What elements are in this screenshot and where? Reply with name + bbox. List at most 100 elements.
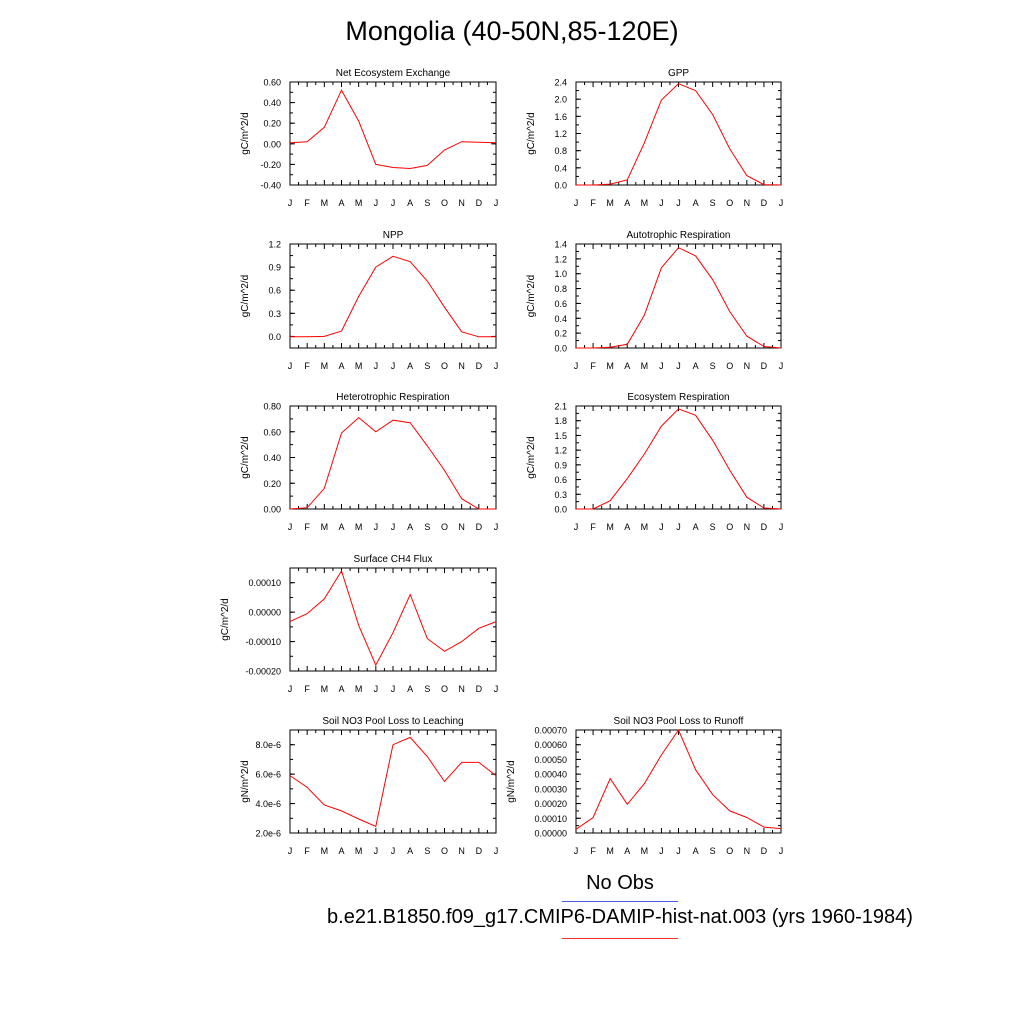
x-tick-label: S (710, 846, 716, 856)
y-tick-label: -0.40 (260, 181, 281, 191)
y-tick-label: 0.8 (554, 284, 567, 294)
x-tick-label: F (590, 361, 596, 371)
x-tick-label: J (494, 361, 499, 371)
x-tick-label: S (424, 684, 430, 694)
x-tick-label: J (374, 846, 379, 856)
x-tick-label: O (441, 198, 448, 208)
y-tick-label: 4.0e-6 (255, 799, 281, 809)
x-tick-label: A (624, 846, 630, 856)
legend-obs-label: No Obs (586, 872, 654, 894)
x-tick-label: J (676, 522, 681, 532)
panel-title: Soil NO3 Pool Loss to Leaching (322, 716, 463, 727)
x-tick-label: J (494, 198, 499, 208)
x-tick-label: A (407, 684, 413, 694)
y-tick-label: 0.4 (554, 314, 567, 324)
x-tick-label: M (321, 198, 329, 208)
y-tick-label: 0.00030 (534, 784, 567, 794)
series-line (575, 728, 782, 830)
x-tick-label: M (321, 846, 329, 856)
y-axis-label: gC/m^2/d (526, 275, 537, 318)
x-tick-label: J (659, 361, 664, 371)
x-tick-label: F (304, 361, 310, 371)
x-tick-label: S (424, 198, 430, 208)
y-tick-label: 1.2 (554, 446, 567, 456)
x-tick-label: J (288, 684, 293, 694)
x-tick-label: M (606, 198, 614, 208)
panel-title: Ecosystem Respiration (627, 392, 729, 403)
x-tick-label: A (407, 522, 413, 532)
x-tick-label: D (476, 846, 483, 856)
y-axis-label: gN/m^2/d (240, 760, 251, 803)
series-line (289, 416, 496, 510)
x-tick-label: M (321, 684, 329, 694)
x-tick-label: J (391, 361, 396, 371)
y-tick-label: 0.00000 (248, 608, 281, 618)
y-tick-label: 0.00060 (534, 740, 567, 750)
y-tick-label: 1.4 (554, 240, 567, 250)
x-tick-label: A (693, 522, 699, 532)
panel-frame (575, 729, 782, 834)
y-tick-label: 1.2 (268, 240, 281, 250)
x-tick-label: J (779, 361, 784, 371)
x-tick-label: A (338, 361, 344, 371)
x-tick-label: A (624, 361, 630, 371)
panel-title: Soil NO3 Pool Loss to Runoff (614, 716, 744, 727)
y-axis-label: gC/m^2/d (526, 436, 537, 479)
x-tick-label: O (441, 522, 448, 532)
x-tick-label: O (726, 846, 733, 856)
figure-title: Mongolia (40-50N,85-120E) (345, 16, 679, 46)
x-tick-label: A (407, 198, 413, 208)
y-tick-label: 0.00050 (534, 755, 567, 765)
y-tick-label: 0.20 (263, 119, 281, 129)
y-tick-label: 1.6 (554, 112, 567, 122)
x-tick-label: J (288, 198, 293, 208)
y-tick-label: -0.00010 (245, 637, 281, 647)
x-tick-label: S (710, 198, 716, 208)
x-tick-label: A (693, 361, 699, 371)
x-tick-label: J (574, 846, 579, 856)
x-tick-label: D (476, 198, 483, 208)
x-tick-label: M (355, 522, 363, 532)
series-line (290, 255, 496, 338)
x-tick-label: S (424, 522, 430, 532)
series-line (289, 736, 497, 828)
y-tick-label: 2.4 (554, 78, 567, 88)
y-tick-label: 0.40 (263, 98, 281, 108)
x-tick-label: J (659, 198, 664, 208)
x-tick-label: J (391, 198, 396, 208)
y-tick-label: 0.8 (554, 146, 567, 156)
x-tick-label: M (606, 522, 614, 532)
x-tick-label: D (476, 522, 483, 532)
x-tick-label: D (476, 684, 483, 694)
y-tick-label: 0.60 (263, 427, 281, 437)
y-tick-label: 0.6 (554, 299, 567, 309)
y-tick-label: 0.00070 (534, 726, 567, 736)
y-tick-label: 0.00 (263, 139, 281, 149)
y-tick-label: 0.00010 (248, 578, 281, 588)
panel-frame (289, 81, 497, 186)
y-axis-label: gC/m^2/d (240, 112, 251, 155)
x-tick-label: J (288, 361, 293, 371)
y-tick-label: 0.60 (263, 78, 281, 88)
x-tick-label: N (458, 198, 465, 208)
x-tick-label: N (458, 846, 465, 856)
x-tick-label: A (407, 361, 413, 371)
series-line (576, 83, 782, 186)
x-tick-label: M (606, 846, 614, 856)
y-tick-label: -0.20 (260, 160, 281, 170)
x-tick-label: M (355, 198, 363, 208)
y-tick-label: 1.8 (554, 416, 567, 426)
series-line (289, 569, 497, 667)
x-tick-label: F (590, 846, 596, 856)
x-tick-label: O (441, 361, 448, 371)
x-tick-label: A (338, 684, 344, 694)
panel-title: Net Ecosystem Exchange (336, 68, 451, 79)
y-axis-label: gC/m^2/d (220, 598, 231, 641)
x-tick-label: J (574, 522, 579, 532)
panel-title: GPP (668, 68, 689, 79)
y-axis-label: gC/m^2/d (240, 275, 251, 318)
x-tick-label: N (744, 846, 751, 856)
x-tick-label: S (424, 846, 430, 856)
x-tick-label: A (338, 198, 344, 208)
